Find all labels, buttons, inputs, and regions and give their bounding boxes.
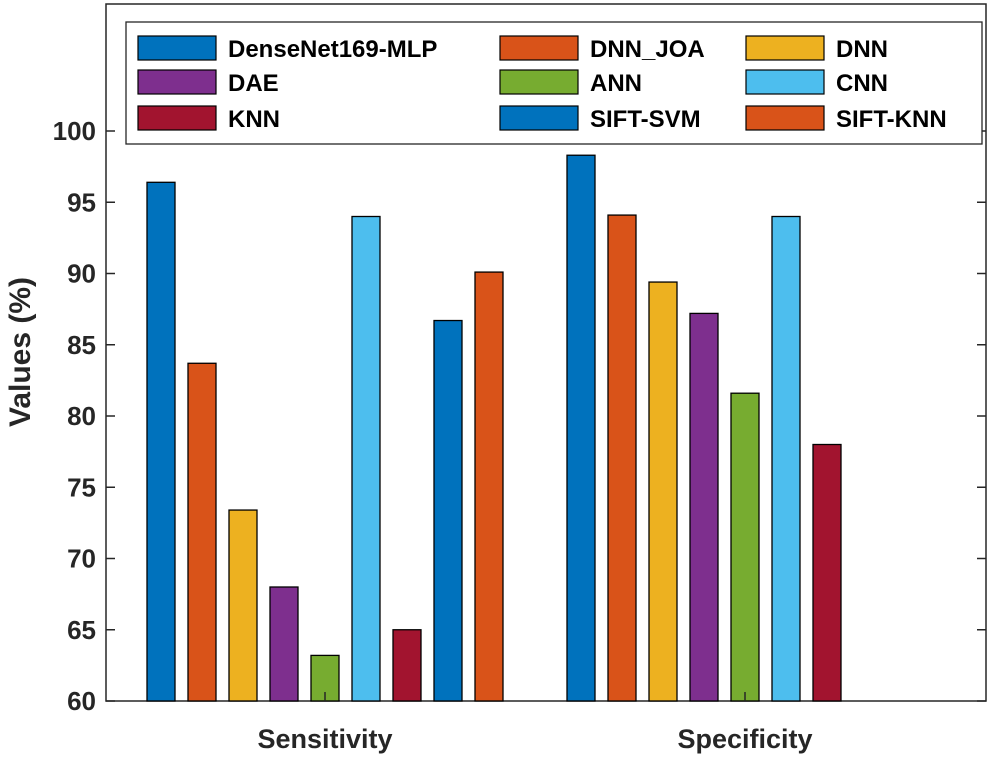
y-axis-label: Values (%) (4, 277, 37, 427)
legend-label: ANN (590, 70, 642, 97)
x-tick-label-specificity: Specificity (677, 724, 812, 754)
y-tick-label: 65 (67, 615, 96, 645)
legend-label: CNN (836, 70, 888, 97)
y-tick-label: 90 (67, 259, 96, 289)
bar-dnn-joa-specificity (607, 214, 637, 702)
legend-swatch (137, 69, 217, 95)
legend-swatch (137, 105, 217, 131)
legend-label: SIFT-SVM (590, 106, 701, 133)
y-tick-label: 85 (67, 330, 96, 360)
y-tick-label: 80 (67, 401, 96, 431)
bar-knn-sensitivity (392, 629, 422, 702)
bar-densenet169-mlp-sensitivity (146, 181, 176, 702)
legend: DenseNet169-MLP DNN_JOA DNN DAE ANN CNN KNN SIF… (125, 21, 983, 145)
bar-dae-sensitivity (269, 586, 299, 702)
bar-cnn-specificity (771, 215, 801, 702)
bar-ann-specificity (730, 392, 760, 702)
bar-dnn-sensitivity (228, 509, 258, 702)
bar-dnn-specificity (648, 281, 678, 702)
y-tick-label: 70 (67, 544, 96, 574)
bar-sift-svm-sensitivity (433, 319, 463, 702)
legend-swatch (499, 35, 579, 61)
legend-swatch (499, 69, 579, 95)
bar-knn-specificity (812, 443, 842, 702)
legend-label: SIFT-KNN (836, 106, 947, 133)
legend-swatch (745, 69, 825, 95)
legend-swatch (499, 105, 579, 131)
legend-label: KNN (228, 106, 280, 133)
legend-label: DNN (836, 36, 888, 63)
y-tick-label: 100 (53, 116, 96, 146)
y-axis: 60 65 70 75 80 85 90 95 100 (53, 116, 986, 716)
bar-densenet169-mlp-specificity (566, 154, 596, 702)
x-axis: Sensitivity Specificity (257, 692, 813, 754)
legend-swatch (137, 35, 217, 61)
legend-label: DAE (228, 70, 279, 97)
legend-swatch (745, 105, 825, 131)
bar-dae-specificity (689, 312, 719, 702)
bar-sift-knn-sensitivity (474, 271, 504, 702)
legend-swatch (745, 35, 825, 61)
y-tick-label: 95 (67, 187, 96, 217)
bar-cnn-sensitivity (351, 215, 381, 702)
bars-group (146, 154, 842, 702)
bar-dnn-joa-sensitivity (187, 362, 217, 702)
legend-label: DNN_JOA (590, 36, 705, 63)
y-tick-label: 60 (67, 686, 96, 716)
y-tick-label: 75 (67, 472, 96, 502)
legend-label: DenseNet169-MLP (228, 36, 437, 63)
x-tick-label-sensitivity: Sensitivity (257, 724, 392, 754)
